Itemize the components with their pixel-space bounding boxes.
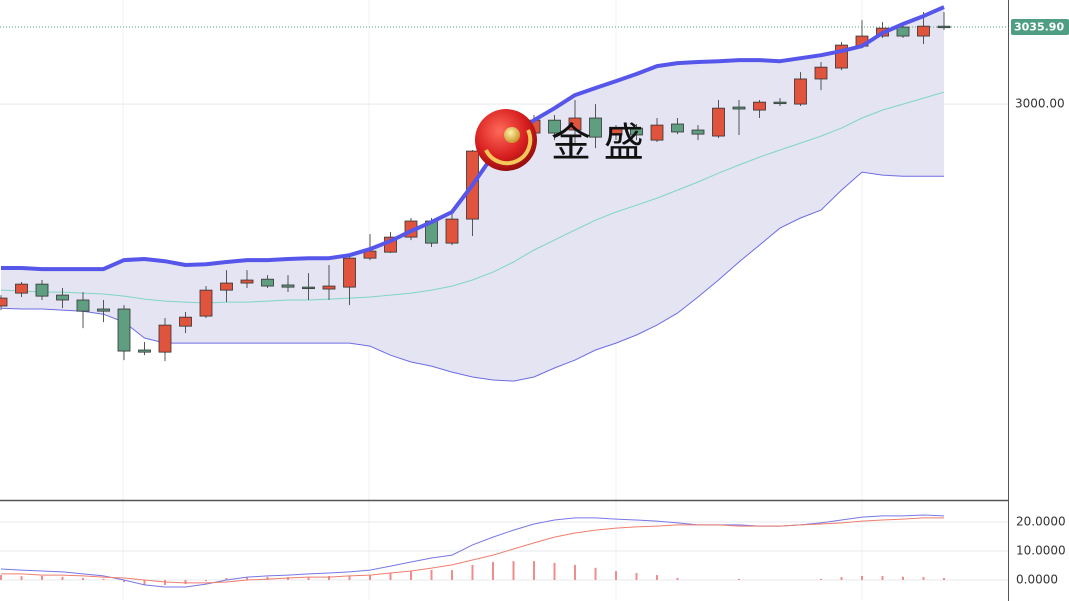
histogram-bar (143, 579, 146, 585)
histogram-bar (922, 577, 925, 580)
candle-body (322, 285, 336, 290)
histogram-bar (820, 578, 822, 580)
candle-body (630, 127, 643, 136)
watermark-logo (475, 109, 537, 171)
histogram-bar (82, 577, 84, 580)
candle-body (220, 282, 233, 291)
histogram-bar (840, 577, 843, 580)
histogram-bar (574, 564, 576, 580)
histogram-bar (205, 579, 207, 582)
histogram-bar (246, 577, 248, 580)
candle-body (794, 78, 807, 105)
histogram-bar (369, 575, 371, 580)
band-upper (1, 5, 945, 272)
candle-body (589, 117, 602, 138)
candle-body (732, 106, 746, 110)
last-price-badge (1011, 19, 1069, 36)
candle-body (138, 349, 151, 353)
candle-body (937, 25, 951, 29)
histogram-bar (307, 576, 310, 580)
histogram-bar (225, 577, 228, 580)
histogram-bar (102, 578, 105, 580)
histogram-bar (389, 573, 392, 580)
y-tick-label: 0.0000 (1016, 572, 1058, 586)
candle-body (343, 257, 356, 288)
candle-body (97, 308, 110, 312)
histogram-bar (676, 577, 679, 580)
candle-body (117, 308, 131, 352)
histogram-bar (902, 576, 904, 580)
candle-body (548, 119, 561, 134)
histogram-bar (533, 561, 535, 580)
candle-body (753, 101, 766, 111)
candle-body (261, 278, 274, 287)
band-middle (0, 91, 945, 304)
histogram-bar (41, 575, 43, 580)
candle-body (15, 283, 28, 294)
histogram-bar (328, 575, 330, 580)
histogram-bar (184, 579, 187, 585)
histogram-bar (635, 573, 638, 580)
histogram-bar (656, 575, 658, 580)
candle-body (691, 129, 705, 135)
histogram-bar (594, 567, 597, 580)
histogram-bar (348, 575, 351, 580)
candle-body (281, 284, 295, 288)
candle-body (199, 289, 213, 317)
histogram-bar (0, 575, 2, 580)
candle-body (302, 286, 315, 290)
candle-body (0, 297, 8, 307)
histogram-bar (615, 571, 617, 580)
histogram-bar (738, 578, 740, 580)
histogram-bar (553, 562, 556, 580)
candle-body (896, 26, 910, 37)
candle-body (814, 66, 828, 80)
candle-body (76, 299, 90, 312)
histogram-bar (943, 577, 945, 580)
histogram-bar (451, 570, 453, 580)
candle-body (917, 25, 930, 37)
histogram-bar (287, 577, 289, 580)
histogram-bar (492, 562, 494, 580)
y-tick-label: 20.0000 (1016, 515, 1066, 529)
watermark: 金 盛 (551, 120, 644, 166)
candle-body (179, 316, 192, 327)
histogram-bar (861, 575, 863, 580)
plot-layer: 3000.00 0.0000 10.0000 20.0000 (0, 5, 1066, 588)
histogram-bar (881, 575, 884, 580)
candle-body (445, 218, 459, 244)
candle-body (35, 283, 49, 297)
histogram-bar (512, 561, 515, 580)
y-tick-label: 10.0000 (1016, 544, 1066, 558)
candle-body (773, 101, 787, 105)
histogram-bar (20, 576, 23, 580)
candle-body (712, 107, 725, 137)
band-lower (0, 171, 944, 382)
candle-body (56, 294, 69, 301)
histogram-bar (266, 576, 269, 580)
histogram-bar (123, 579, 125, 583)
candle-body (158, 324, 172, 353)
candle-body (671, 123, 684, 133)
histogram-bar (61, 576, 64, 580)
macd-line (1, 517, 944, 584)
histogram-bar (471, 564, 474, 580)
candle-body (568, 117, 582, 131)
last-price-label: 3035.90 (1014, 21, 1064, 34)
y-tick-label: 3000.00 (1015, 97, 1065, 111)
candle-body (650, 124, 664, 141)
candle-body (609, 127, 623, 136)
histogram-bar (410, 571, 412, 580)
histogram-bar (430, 569, 433, 580)
candle-body (240, 279, 254, 284)
